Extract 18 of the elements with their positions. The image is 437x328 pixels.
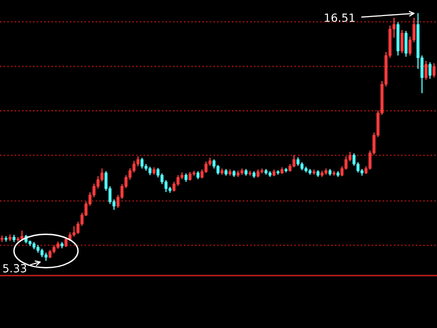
candlestick <box>212 158 216 170</box>
candlestick <box>172 181 176 192</box>
candlestick <box>136 156 140 167</box>
candlestick <box>292 154 296 168</box>
candlestick <box>204 160 208 174</box>
candlestick <box>432 62 436 78</box>
candlestick <box>156 167 160 178</box>
candlestick <box>424 60 428 80</box>
candlestick <box>72 226 76 238</box>
annotation: 16.51 <box>324 13 354 22</box>
candlestick <box>216 164 220 176</box>
candlestick <box>160 172 164 185</box>
text: 5.33 <box>3 264 26 272</box>
candlestick <box>400 29 404 54</box>
candlestick <box>64 236 68 248</box>
candlestick <box>140 157 144 170</box>
candlestick <box>428 62 432 80</box>
candlestick <box>404 30 408 58</box>
